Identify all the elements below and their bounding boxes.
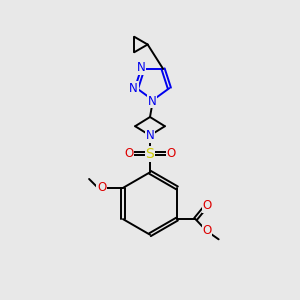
Text: N: N (137, 61, 146, 74)
Text: O: O (202, 224, 212, 238)
Text: O: O (124, 147, 134, 161)
Text: N: N (129, 82, 138, 95)
Text: O: O (97, 182, 106, 194)
Text: O: O (202, 199, 212, 212)
Text: O: O (166, 147, 176, 161)
Text: N: N (147, 95, 156, 108)
Text: S: S (146, 147, 154, 161)
Text: N: N (146, 129, 154, 142)
